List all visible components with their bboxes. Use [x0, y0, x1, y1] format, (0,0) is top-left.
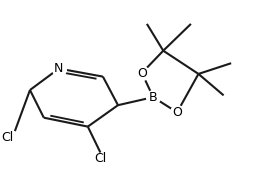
Text: Cl: Cl [94, 152, 106, 165]
Text: O: O [172, 106, 182, 119]
Text: N: N [54, 62, 63, 75]
Text: B: B [149, 91, 158, 104]
Text: O: O [137, 67, 147, 80]
Text: Cl: Cl [1, 131, 13, 144]
